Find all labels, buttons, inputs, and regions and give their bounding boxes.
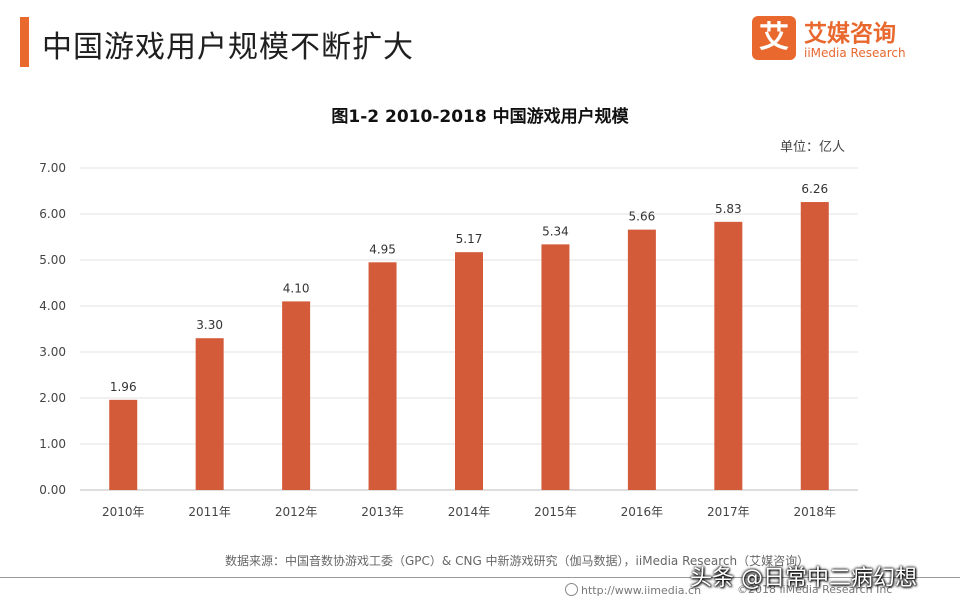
bar-value-label: 1.96	[110, 380, 137, 394]
bar-value-label: 5.34	[542, 224, 569, 238]
y-tick-label: 4.00	[39, 299, 66, 313]
bar	[195, 338, 224, 490]
bar	[368, 262, 397, 490]
y-tick-label: 0.00	[39, 483, 66, 497]
bar	[282, 301, 311, 490]
x-tick-label: 2017年	[707, 505, 750, 519]
bar-value-label: 3.30	[196, 318, 223, 332]
bar-value-label: 5.83	[715, 202, 742, 216]
footer-copyright: ©2018 iiMedia Research Inc	[737, 583, 893, 596]
y-tick-label: 2.00	[39, 391, 66, 405]
y-tick-label: 5.00	[39, 253, 66, 267]
footer-url-text: http://www.iimedia.cn	[581, 584, 702, 597]
x-tick-label: 2010年	[102, 505, 145, 519]
y-tick-label: 7.00	[39, 161, 66, 175]
globe-icon	[565, 583, 578, 596]
bar	[714, 221, 743, 490]
y-tick-label: 3.00	[39, 345, 66, 359]
unit-label: 单位：亿人	[779, 140, 845, 155]
page-title: 中国游戏用户规模不断扩大	[42, 30, 414, 65]
watermark: 头条 @日常中二病幻想	[690, 566, 917, 591]
bar-value-label: 4.10	[283, 281, 310, 295]
bar	[800, 202, 829, 491]
bar-value-label: 4.95	[369, 242, 396, 256]
x-tick-label: 2012年	[275, 505, 318, 519]
iimedia-logo: 艾 艾媒咨询 iiMedia Research	[752, 14, 942, 66]
logo-mark-icon: 艾	[752, 16, 796, 60]
y-tick-label: 1.00	[39, 437, 66, 451]
bar	[627, 229, 656, 490]
bar	[109, 399, 138, 490]
bar	[541, 244, 570, 490]
x-tick-label: 2018年	[794, 505, 837, 519]
bar	[455, 252, 483, 490]
bar-value-label: 5.66	[629, 210, 656, 224]
footer-url: http://www.iimedia.cn	[565, 583, 701, 597]
footer-divider	[0, 577, 960, 578]
chart-title: 图1-2 2010-2018 中国游戏用户规模	[331, 107, 629, 127]
logo-name-cn: 艾媒咨询	[804, 21, 896, 47]
data-source: 数据来源：中国音数协游戏工委（GPC）& CNG 中新游戏研究（伽马数据），ii…	[225, 554, 810, 568]
x-tick-label: 2011年	[188, 505, 231, 519]
title-accent-bar	[20, 17, 29, 67]
x-tick-label: 2013年	[361, 505, 404, 519]
y-tick-label: 6.00	[39, 207, 66, 221]
bar-value-label: 6.26	[801, 182, 828, 196]
x-tick-label: 2014年	[448, 505, 491, 519]
x-tick-label: 2016年	[621, 505, 664, 519]
x-tick-label: 2015年	[534, 505, 577, 519]
logo-name-en: iiMedia Research	[804, 46, 906, 60]
bar-value-label: 5.17	[456, 232, 483, 246]
